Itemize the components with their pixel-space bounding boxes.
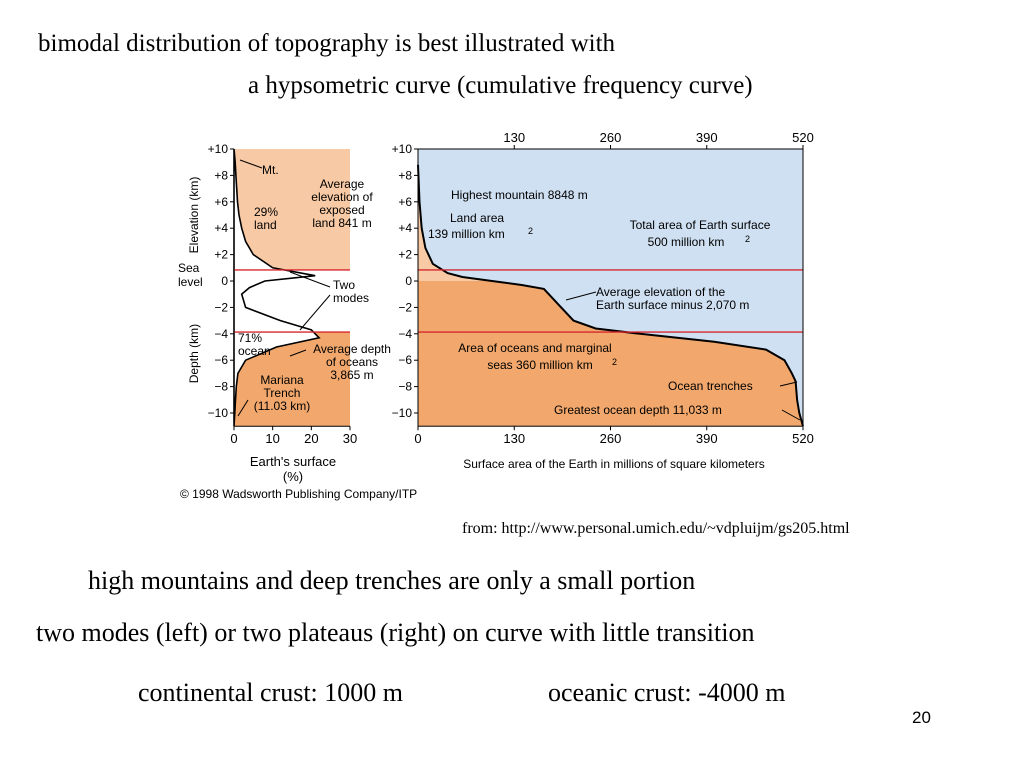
annot-avg-land-1: Average <box>320 177 365 191</box>
annot-total-area-2: 500 million km <box>648 235 725 249</box>
right-x-tick-label: 0 <box>414 431 421 446</box>
annot-avg-elev-pointer <box>565 291 597 301</box>
left-x-label-2: (%) <box>283 469 303 484</box>
frequency-curve <box>233 148 321 427</box>
annot-avg-ocean-2: of oceans <box>326 355 378 369</box>
left-y-tick-label: −2 <box>214 300 228 314</box>
annot-modes-pointer-2 <box>299 294 331 331</box>
left-y-tick-label: −8 <box>214 380 228 394</box>
annot-total-area-sup: 2 <box>745 234 750 244</box>
right-y-tick-label: −2 <box>398 300 412 314</box>
annot-avg-elev-1: Average elevation of the <box>596 285 726 299</box>
bullet-two-modes: two modes (left) or two plateaus (right)… <box>36 618 755 647</box>
right-y-tick-label: −8 <box>398 380 412 394</box>
left-y-tick-label: 0 <box>221 274 228 288</box>
hypsometric-curve <box>417 164 804 427</box>
left-x-label-1: Earth's surface <box>250 454 336 469</box>
left-y-tick-label: +8 <box>214 168 228 182</box>
left-x-tick-label: 0 <box>230 431 237 446</box>
slide-title-line2: a hypsometric curve (cumulative frequenc… <box>248 72 753 99</box>
annot-ocean-pct-1: 71% <box>238 331 262 345</box>
annot-trench-3: (11.03 km) <box>254 399 310 413</box>
annot-modes-pointer-1 <box>289 271 331 288</box>
annot-two-modes-1: Two <box>333 278 355 292</box>
left-x-tick-label: 30 <box>343 431 357 446</box>
right-x-tick-label: 130 <box>503 431 525 446</box>
left-y-tick-label: −10 <box>208 406 229 420</box>
sea-level-label-2: level <box>178 275 203 289</box>
annot-land-area-sup: 2 <box>528 226 533 236</box>
annot-greatest-pointer <box>781 409 801 421</box>
right-y-tick-label: −6 <box>398 353 412 367</box>
figure-copyright: © 1998 Wadsworth Publishing Company/ITP <box>180 487 417 501</box>
right-x-tick-label: 520 <box>792 431 814 446</box>
left-x-tick-label: 20 <box>304 431 318 446</box>
right-y-tick-label: −10 <box>392 406 413 420</box>
annot-trench-pointer <box>237 399 249 417</box>
bullet-small-portion: high mountains and deep trenches are onl… <box>88 566 696 595</box>
right-top-tick-label: 260 <box>600 130 622 145</box>
right-y-tick-label: +6 <box>398 195 412 209</box>
left-ylabel-elevation: Elevation (km) <box>187 177 201 254</box>
annot-ocean-area-sup: 2 <box>612 357 617 367</box>
right-top-tick-label: 520 <box>792 130 814 145</box>
annot-ocean-area-1: Area of oceans and marginal <box>458 341 611 355</box>
annot-total-area-1: Total area of Earth surface <box>630 218 771 232</box>
annot-greatest-depth: Greatest ocean depth 11,033 m <box>554 403 722 417</box>
left-y-tick-label: −4 <box>214 327 228 341</box>
annot-trenches-pointer <box>779 381 798 387</box>
left-y-tick-label: +6 <box>214 195 228 209</box>
annot-avg-land-3: exposed <box>319 203 364 217</box>
annot-avg-land-4: land 841 m <box>312 216 371 230</box>
annot-avg-ocean-1: Average depth <box>313 342 391 356</box>
annot-mt-pointer <box>239 159 263 169</box>
bullet-continental: continental crust: 1000 m <box>138 678 404 707</box>
page-number: 20 <box>912 708 931 727</box>
right-top-tick-label: 130 <box>503 130 525 145</box>
right-y-tick-label: +2 <box>398 248 412 262</box>
annot-land-area-2: 139 million km <box>428 227 505 241</box>
right-x-tick-label: 260 <box>600 431 622 446</box>
right-y-tick-label: −4 <box>398 327 412 341</box>
left-y-tick-label: +4 <box>214 221 228 235</box>
left-y-tick-label: −6 <box>214 353 228 367</box>
right-x-label: Surface area of the Earth in millions of… <box>463 457 764 471</box>
left-x-tick-label: 10 <box>265 431 279 446</box>
right-y-tick-label: 0 <box>405 274 412 288</box>
annot-trench-2: Trench <box>264 386 301 400</box>
annot-ocean-pct-2: ocean <box>238 344 271 358</box>
annot-highest: Highest mountain 8848 m <box>451 188 588 202</box>
annot-two-modes-2: modes <box>333 291 369 305</box>
left-land-band <box>234 149 350 270</box>
annot-land-pct-1: 29% <box>254 205 278 219</box>
annot-avg-elev-2: Earth surface minus 2,070 m <box>596 298 749 312</box>
right-y-tick-label: +4 <box>398 221 412 235</box>
annot-avg-ocean-pointer <box>289 349 307 357</box>
annot-trench-1: Mariana <box>260 373 304 387</box>
figure-source: from: http://www.personal.umich.edu/~vdp… <box>462 520 850 537</box>
annot-land-area-1: Land area <box>450 211 504 225</box>
annot-avg-land-2: elevation of <box>311 190 373 204</box>
annot-ocean-trenches: Ocean trenches <box>668 379 753 393</box>
annot-avg-ocean-3: 3,865 m <box>330 368 373 382</box>
right-ocean-area <box>418 281 803 427</box>
right-top-tick-label: 390 <box>696 130 718 145</box>
sea-level-label-1: Sea <box>178 261 200 275</box>
left-y-tick-label: +10 <box>208 142 229 156</box>
bullet-oceanic: oceanic crust: -4000 m <box>548 678 786 707</box>
left-ylabel-depth: Depth (km) <box>187 324 201 383</box>
right-y-tick-label: +8 <box>398 168 412 182</box>
annot-land-pct-2: land <box>254 218 277 232</box>
annot-ocean-area-2: seas 360 million km <box>487 358 592 372</box>
right-x-tick-label: 390 <box>696 431 718 446</box>
annot-mt: Mt. <box>262 163 279 177</box>
left-y-tick-label: +2 <box>214 248 228 262</box>
slide-title-line1: bimodal distribution of topography is be… <box>38 30 616 57</box>
right-y-tick-label: +10 <box>392 142 413 156</box>
